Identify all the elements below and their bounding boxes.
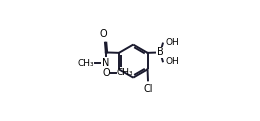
Text: Cl: Cl — [143, 84, 153, 94]
Text: OH: OH — [165, 38, 179, 47]
Text: N: N — [102, 58, 109, 68]
Text: B: B — [157, 47, 164, 57]
Text: CH₃: CH₃ — [78, 59, 94, 68]
Text: CH₃: CH₃ — [116, 68, 133, 77]
Text: O: O — [102, 68, 110, 78]
Text: O: O — [99, 29, 107, 39]
Text: OH: OH — [165, 57, 179, 66]
